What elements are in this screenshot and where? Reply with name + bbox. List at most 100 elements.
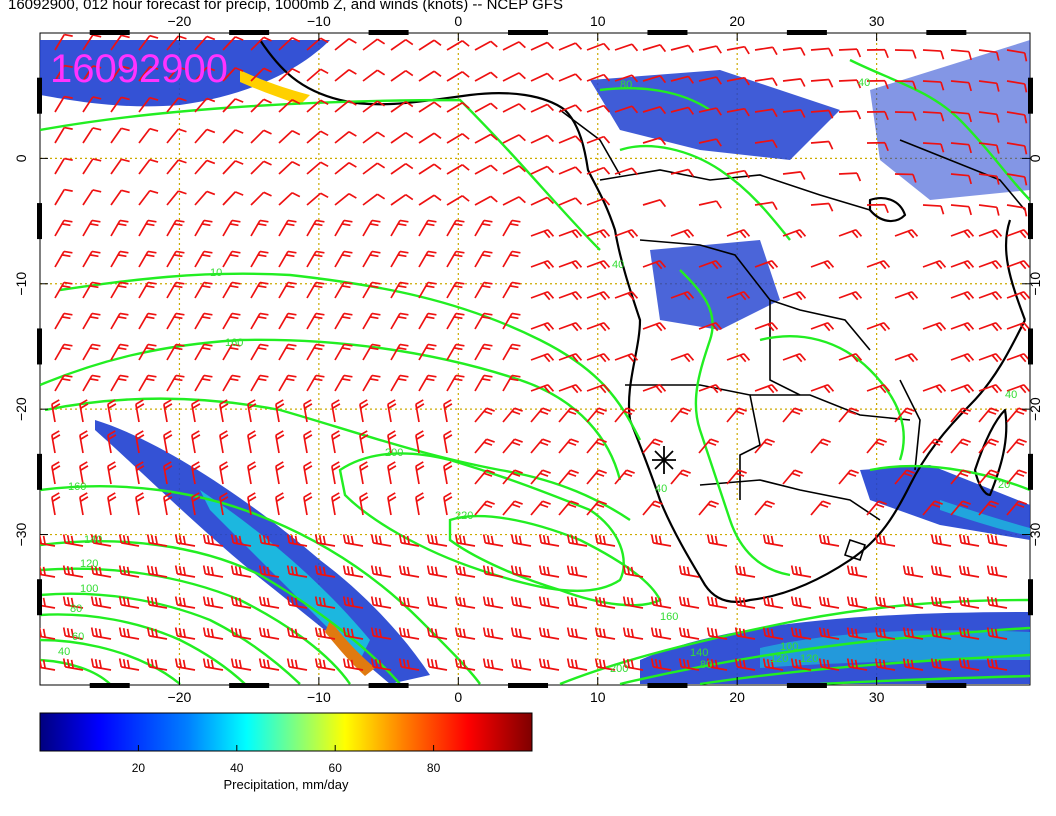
wind-barb bbox=[698, 438, 719, 454]
colorbar-tick-label: 20 bbox=[132, 761, 146, 775]
wind-barb bbox=[614, 74, 639, 83]
wind-barb bbox=[222, 160, 244, 175]
wind-barb bbox=[978, 384, 1003, 394]
wind-barb bbox=[118, 534, 140, 547]
wind-barb bbox=[734, 658, 756, 671]
wind-barb bbox=[286, 565, 308, 578]
wind-barb bbox=[474, 374, 493, 392]
contour-label: 40 bbox=[58, 646, 70, 658]
wind-barb bbox=[446, 133, 470, 144]
wind-barb bbox=[286, 596, 308, 609]
wind-barb bbox=[82, 312, 101, 330]
wind-barb bbox=[502, 219, 521, 237]
wind-barb bbox=[54, 219, 73, 237]
wind-barb bbox=[110, 96, 130, 113]
wind-barb bbox=[174, 565, 196, 578]
wind-barb bbox=[303, 430, 313, 454]
wind-barb bbox=[418, 70, 442, 82]
wind-barb bbox=[978, 229, 1003, 239]
wind-barb bbox=[510, 596, 532, 609]
wind-barb bbox=[110, 374, 129, 392]
wind-barb bbox=[390, 101, 414, 113]
wind-barb bbox=[726, 353, 751, 363]
wind-barb bbox=[191, 430, 201, 454]
wind-barb bbox=[958, 596, 980, 609]
wind-barb bbox=[390, 132, 414, 144]
wind-barb bbox=[222, 98, 244, 113]
lat-band-mark bbox=[1028, 77, 1033, 114]
wind-barb bbox=[866, 110, 889, 121]
wind-barb bbox=[166, 250, 185, 268]
wind-barb bbox=[387, 430, 397, 454]
wind-barb bbox=[250, 98, 272, 113]
wind-barb bbox=[222, 219, 241, 237]
wind-barb bbox=[334, 312, 353, 330]
lat-tick-label-left: −20 bbox=[13, 397, 29, 421]
wind-barb bbox=[82, 374, 101, 392]
wind-barb bbox=[782, 78, 806, 87]
wind-barb bbox=[762, 627, 784, 640]
wind-barb bbox=[166, 219, 185, 237]
wind-barb bbox=[614, 407, 635, 423]
wind-barb bbox=[62, 565, 84, 578]
wind-barb bbox=[359, 492, 369, 516]
wind-barb bbox=[110, 219, 129, 237]
lon-band-mark bbox=[508, 30, 549, 35]
wind-barb bbox=[866, 384, 891, 394]
lon-band-mark bbox=[89, 683, 130, 688]
wind-barb bbox=[306, 343, 325, 361]
wind-barb bbox=[922, 322, 947, 332]
wind-barb bbox=[838, 229, 863, 239]
wind-barb bbox=[387, 461, 397, 485]
wind-barb bbox=[698, 322, 723, 332]
wind-barb bbox=[362, 343, 381, 361]
wind-barb bbox=[426, 596, 448, 609]
wind-barb bbox=[107, 492, 117, 516]
wind-barb bbox=[40, 566, 56, 578]
wind-barb bbox=[930, 534, 952, 547]
wind-barb bbox=[902, 565, 924, 578]
wind-barb bbox=[202, 565, 224, 578]
wind-barb bbox=[118, 627, 140, 640]
wind-barb bbox=[443, 399, 453, 423]
wind-barb bbox=[1006, 469, 1027, 485]
wind-barb bbox=[866, 79, 889, 90]
wind-barb bbox=[342, 596, 364, 609]
wind-barb bbox=[810, 438, 831, 454]
wind-barb bbox=[586, 469, 607, 485]
contour-1 bbox=[40, 98, 601, 251]
wind-barb bbox=[530, 469, 551, 485]
wind-barb bbox=[387, 492, 397, 516]
wind-barb bbox=[426, 627, 448, 640]
wind-barb bbox=[818, 627, 840, 640]
precip-congo bbox=[650, 240, 780, 330]
wind-barb bbox=[278, 374, 297, 392]
wind-barb bbox=[398, 658, 420, 671]
wind-barb bbox=[146, 596, 168, 609]
wind-barb bbox=[54, 250, 73, 268]
lon-band-mark bbox=[647, 30, 688, 35]
wind-barb bbox=[958, 534, 980, 547]
wind-barb bbox=[894, 353, 919, 363]
wind-barb bbox=[678, 565, 700, 578]
wind-barb bbox=[146, 658, 168, 671]
wind-barb bbox=[978, 204, 1000, 216]
wind-barb bbox=[334, 374, 353, 392]
precip-east-core bbox=[940, 500, 1030, 536]
wind-barb bbox=[194, 159, 216, 175]
wind-barb bbox=[398, 565, 420, 578]
wind-barb bbox=[418, 343, 437, 361]
wind-barb bbox=[838, 291, 863, 301]
wind-barb bbox=[258, 627, 280, 640]
wind-barb bbox=[502, 343, 521, 361]
wind-barb bbox=[146, 534, 168, 547]
wind-barb bbox=[54, 126, 73, 144]
contour-label: 100 bbox=[780, 641, 798, 653]
wind-barb bbox=[286, 534, 308, 547]
wind-barb bbox=[558, 322, 583, 332]
wind-barb bbox=[250, 160, 272, 175]
wind-barb bbox=[250, 191, 272, 206]
wind-barb bbox=[558, 104, 583, 113]
wind-barb bbox=[334, 219, 353, 237]
wind-barb bbox=[698, 45, 722, 54]
